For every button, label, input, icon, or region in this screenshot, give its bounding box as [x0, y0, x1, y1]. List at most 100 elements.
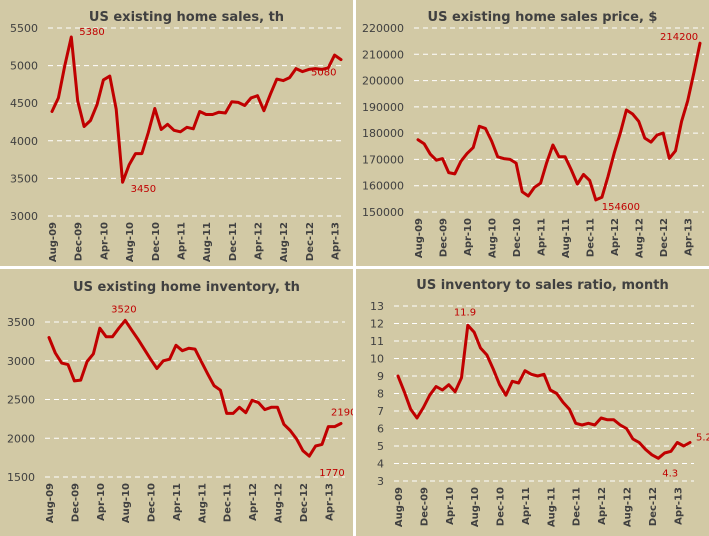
x-tick-label: Aug-09	[45, 483, 56, 523]
x-tick-label: Apr-12	[248, 483, 259, 521]
y-tick-label: 4500	[10, 97, 38, 110]
x-tick-label: Apr-10	[445, 487, 456, 525]
chart-title: US inventory to sales ratio, month	[416, 278, 668, 293]
data-label: 2190	[331, 408, 353, 419]
y-tick-label: 11	[370, 335, 384, 348]
data-label: 3520	[111, 304, 136, 315]
x-tick-label: Apr-10	[96, 483, 107, 521]
x-tick-label: Dec-09	[70, 483, 81, 522]
x-tick-label: Aug-11	[202, 222, 213, 262]
y-tick-label: 170000	[362, 153, 404, 166]
x-tick-label: Aug-12	[635, 218, 646, 258]
data-label: 214200	[660, 32, 698, 43]
y-tick-label: 5	[377, 440, 384, 453]
y-tick-label: 8	[377, 388, 384, 401]
y-tick-label: 13	[370, 300, 384, 313]
x-tick-label: Aug-12	[279, 222, 290, 262]
y-tick-label: 4	[377, 458, 384, 471]
y-tick-label: 12	[370, 318, 384, 331]
y-tick-label: 3000	[7, 355, 35, 368]
x-tick-label: Dec-11	[228, 222, 239, 261]
data-label: 5.2	[696, 433, 709, 444]
data-label: 5380	[79, 27, 104, 38]
x-tick-label: Apr-11	[537, 218, 548, 256]
x-tick-label: Apr-13	[684, 218, 695, 256]
x-tick-label: Apr-10	[463, 218, 474, 256]
chart-title: US existing home inventory, th	[73, 280, 300, 295]
x-tick-label: Dec-12	[305, 222, 316, 261]
x-tick-label: Aug-10	[488, 218, 499, 258]
chart-panel-inventory-sales-ratio: US inventory to sales ratio, month 3 4 5 6 7 8…	[356, 269, 709, 536]
chart-panel-home-sales: US existing home sales, th 3000 3500 4000 45…	[0, 0, 353, 266]
y-tick-label: 150000	[362, 206, 404, 219]
x-tick-label: Apr-11	[172, 483, 183, 521]
x-tick-label: Dec-12	[299, 483, 310, 522]
y-tick-label: 3	[377, 475, 384, 488]
x-tick-label: Aug-10	[121, 483, 132, 523]
y-tick-label: 6	[377, 423, 384, 436]
home-price-chart: US existing home sales price, $ 150000 160…	[362, 10, 704, 258]
chart-title: US existing home sales price, $	[428, 10, 658, 25]
data-label: 1770	[319, 468, 344, 479]
x-tick-label: Aug-09	[394, 487, 405, 527]
y-tick-label: 190000	[362, 101, 404, 114]
x-tick-label: Apr-12	[254, 222, 265, 260]
data-label: 3450	[131, 184, 156, 195]
data-label: 11.9	[454, 307, 476, 318]
series-line	[47, 318, 343, 458]
y-tick-label: 2500	[7, 394, 35, 407]
home-inventory-chart: US existing home inventory, th 1500 2000 25…	[7, 280, 353, 523]
y-tick-label: 9	[377, 370, 384, 383]
x-tick-label: Apr-12	[597, 487, 608, 525]
x-tick-label: Dec-10	[151, 222, 162, 261]
x-tick-label: Aug-11	[197, 483, 208, 523]
data-label: 4.3	[662, 468, 678, 479]
x-tick-label: Apr-13	[324, 483, 335, 521]
x-tick-label: Aug-12	[623, 487, 634, 527]
series-line	[396, 323, 692, 460]
data-label: 5080	[311, 68, 336, 79]
x-tick-label: Dec-10	[512, 218, 523, 257]
y-tick-label: 3500	[10, 172, 38, 185]
x-tick-label: Dec-09	[74, 222, 85, 261]
x-tick-label: Dec-09	[419, 487, 430, 526]
chart-title: US existing home sales, th	[89, 10, 284, 25]
y-tick-label: 210000	[362, 48, 404, 61]
x-tick-label: Apr-11	[521, 487, 532, 525]
y-tick-label: 7	[377, 405, 384, 418]
x-tick-label: Aug-09	[414, 218, 425, 258]
x-tick-label: Aug-10	[470, 487, 481, 527]
y-tick-label: 180000	[362, 127, 404, 140]
inventory-sales-ratio-chart: US inventory to sales ratio, month 3 4 5 6 7 8…	[370, 278, 709, 527]
chart-panel-home-price: US existing home sales price, $ 150000 160…	[356, 0, 709, 266]
x-tick-label: Apr-10	[99, 222, 110, 260]
x-tick-label: Apr-13	[331, 222, 342, 260]
y-tick-label: 1500	[7, 471, 35, 484]
x-tick-label: Dec-11	[572, 487, 583, 526]
y-tick-label: 160000	[362, 180, 404, 193]
y-tick-label: 2000	[7, 432, 35, 445]
x-tick-label: Aug-09	[48, 222, 59, 262]
x-tick-label: Dec-12	[648, 487, 659, 526]
x-tick-label: Aug-11	[561, 218, 572, 258]
y-tick-label: 4000	[10, 135, 38, 148]
x-tick-label: Dec-11	[586, 218, 597, 257]
x-tick-label: Apr-12	[610, 218, 621, 256]
data-label: 154600	[602, 202, 640, 213]
chart-panel-home-inventory: US existing home inventory, th 1500 2000 25…	[0, 269, 353, 536]
x-tick-label: Dec-11	[223, 483, 234, 522]
x-tick-label: Aug-11	[546, 487, 557, 527]
y-tick-label: 10	[370, 353, 384, 366]
y-tick-label: 220000	[362, 22, 404, 35]
series-line	[50, 35, 343, 184]
series-line	[416, 41, 702, 202]
y-tick-label: 5000	[10, 60, 38, 73]
x-tick-label: Aug-10	[125, 222, 136, 262]
x-tick-label: Apr-13	[673, 487, 684, 525]
y-tick-label: 3500	[7, 316, 35, 329]
x-tick-label: Dec-12	[659, 218, 670, 257]
x-tick-label: Dec-09	[439, 218, 450, 257]
y-tick-label: 200000	[362, 75, 404, 88]
x-tick-label: Aug-12	[274, 483, 285, 523]
home-sales-chart: US existing home sales, th 3000 3500 4000 45…	[10, 10, 345, 262]
